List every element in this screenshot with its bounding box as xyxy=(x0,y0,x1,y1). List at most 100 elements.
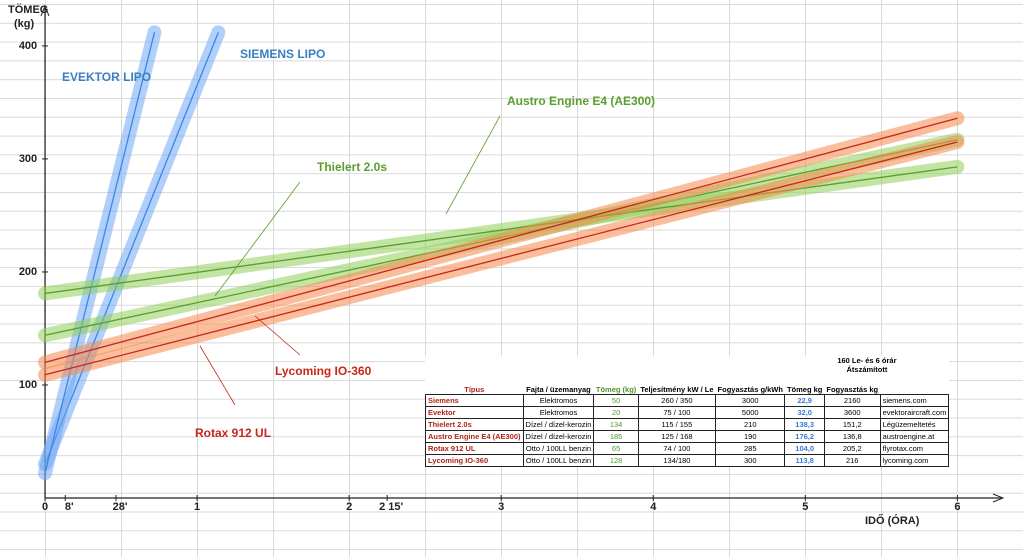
series-label: Rotax 912 UL xyxy=(195,426,271,440)
table-cell: Otto / 100LL benzin xyxy=(522,442,595,455)
table-cell: 22,9 xyxy=(784,394,825,407)
table-cell: Evektor xyxy=(425,406,524,419)
x-label: IDŐ (ÓRA) xyxy=(865,514,920,527)
table-row: Lycoming IO-360 Otto / 100LL benzin 128 134… xyxy=(425,454,950,467)
line xyxy=(44,32,156,474)
y-label: (kg) xyxy=(14,18,35,30)
table-cell: 3000 xyxy=(715,394,786,407)
blank-cell xyxy=(523,356,594,374)
line xyxy=(44,141,958,376)
table-cell: Elektromos xyxy=(522,406,595,419)
series-label: Austro Engine E4 (AE300) xyxy=(507,94,655,108)
series-label: Thielert 2.0s xyxy=(317,160,387,174)
x-tick-label: 4 xyxy=(650,501,657,513)
line xyxy=(44,32,219,465)
x-tick-label: 5 xyxy=(802,501,808,513)
table-cell: Lycoming IO-360 xyxy=(425,454,524,467)
table-row: Austro Engine E4 (AE300) Dízel / dízel-ke… xyxy=(425,430,950,443)
table-cell: Austro Engine E4 (AE300) xyxy=(425,430,524,443)
annotation-leader xyxy=(445,115,501,215)
line xyxy=(44,117,958,363)
table-cell: 285 xyxy=(715,442,786,455)
blank-cell xyxy=(880,374,949,395)
table-cell: 134 xyxy=(593,418,639,431)
annotation-leader xyxy=(199,345,236,406)
table-cell: 128 xyxy=(593,454,639,467)
x-tick-label: 2 15' xyxy=(379,501,403,513)
blank-cell xyxy=(716,356,785,374)
table-cell: Elektromos xyxy=(522,394,595,407)
table-cell: 3600 xyxy=(823,406,881,419)
table-cell: 136,8 xyxy=(823,430,881,443)
table-cell: Dízel / dízel-kerozin xyxy=(522,418,595,431)
table-cell: Siemens xyxy=(425,394,524,407)
x-tick-label: 8' xyxy=(65,501,74,513)
table-row: Siemens Elektromos 50 260 / 350 3000 22,9 2160… xyxy=(425,394,950,407)
y-tick-label: 300 xyxy=(19,153,37,165)
table-cell: Dízel / dízel-kerozin xyxy=(522,430,595,443)
blank-cell xyxy=(426,356,524,374)
table-cell: 32,0 xyxy=(784,406,825,419)
table-cell: siemens.com xyxy=(879,394,950,407)
annotation-leader xyxy=(254,315,301,356)
table-cell: 205,2 xyxy=(823,442,881,455)
table-cell: 190 xyxy=(715,430,786,443)
table-cell: 138,3 xyxy=(784,418,825,431)
table-cell: austroengine.at xyxy=(879,430,950,443)
header-row: Típus Fajta / üzemanyag Tömeg (kg) Teljesít… xyxy=(426,374,949,395)
table-cell: 2160 xyxy=(823,394,881,407)
note-row: 160 Le- és 6 órár Átszámított xyxy=(426,356,949,374)
y-tick-label: 100 xyxy=(19,379,37,391)
x-tick-label: 3 xyxy=(498,501,504,513)
blank-cell xyxy=(638,356,715,374)
table-cell: 5000 xyxy=(715,406,786,419)
header-cell: Teljesítmény kW / Le xyxy=(640,385,714,394)
header-cell: Típus xyxy=(464,385,485,394)
blank-cell xyxy=(594,356,638,374)
data-table: 160 Le- és 6 órár Átszámított Típus Fajta /… xyxy=(425,356,950,467)
y-label: TÖMEG xyxy=(8,3,48,16)
table-cell: 260 / 350 xyxy=(637,394,717,407)
table-cell: Rotax 912 UL xyxy=(425,442,524,455)
table-cell: 176,2 xyxy=(784,430,825,443)
table-cell: lycoming.com xyxy=(879,454,950,467)
table-cell: evektoraircraft.com xyxy=(879,406,950,419)
table-cell: 65 xyxy=(593,442,639,455)
table-cell: 20 xyxy=(593,406,639,419)
table-row: Evektor Elektromos 20 75 / 100 5000 32,0 3600 e… xyxy=(425,406,950,419)
annotation-leader xyxy=(214,181,301,297)
y-tick-label: 400 xyxy=(19,40,37,52)
note-text: 160 Le- és 6 órár xyxy=(837,356,897,365)
table-row: Rotax 912 UL Otto / 100LL benzin 65 74 / 10… xyxy=(425,442,950,455)
table-cell: flyrotax.com xyxy=(879,442,950,455)
table-cell: 125 / 168 xyxy=(637,430,717,443)
line xyxy=(44,166,958,295)
header-cell: Tömeg (kg) xyxy=(595,385,637,394)
table-cell: 210 xyxy=(715,418,786,431)
table-cell: 134/180 xyxy=(637,454,717,467)
y-axis-arrow xyxy=(40,4,50,17)
x-tick-label: 1 xyxy=(194,501,200,513)
series-label: SIEMENS LIPO xyxy=(240,47,325,61)
header-cell: Tömeg kg xyxy=(786,385,823,394)
x-axis-arrow xyxy=(992,493,1005,503)
table-cell: 151,2 xyxy=(823,418,881,431)
x-tick-label: 28' xyxy=(113,501,128,513)
x-tick-label: 2 xyxy=(346,501,352,513)
series-label: EVEKTOR LIPO xyxy=(62,70,151,84)
table-cell: Légüzemeltetés xyxy=(879,418,950,431)
x-tick-label: 6 xyxy=(954,501,960,513)
table-cell: 75 / 100 xyxy=(637,406,717,419)
table-cell: 74 / 100 xyxy=(637,442,717,455)
table-cell: 300 xyxy=(715,454,786,467)
table-row: Thielert 2.0s Dízel / dízel-kerozin 134 115… xyxy=(425,418,950,431)
note-cell: 160 Le- és 6 órár Átszámított xyxy=(785,356,949,374)
table-cell: 50 xyxy=(593,394,639,407)
table-cell: Thielert 2.0s xyxy=(425,418,524,431)
table-cell: 185 xyxy=(593,430,639,443)
table-cell: 104,0 xyxy=(784,442,825,455)
header-cell: Fogyasztás g/kWh xyxy=(717,385,783,394)
table-cell: 115 / 155 xyxy=(637,418,717,431)
